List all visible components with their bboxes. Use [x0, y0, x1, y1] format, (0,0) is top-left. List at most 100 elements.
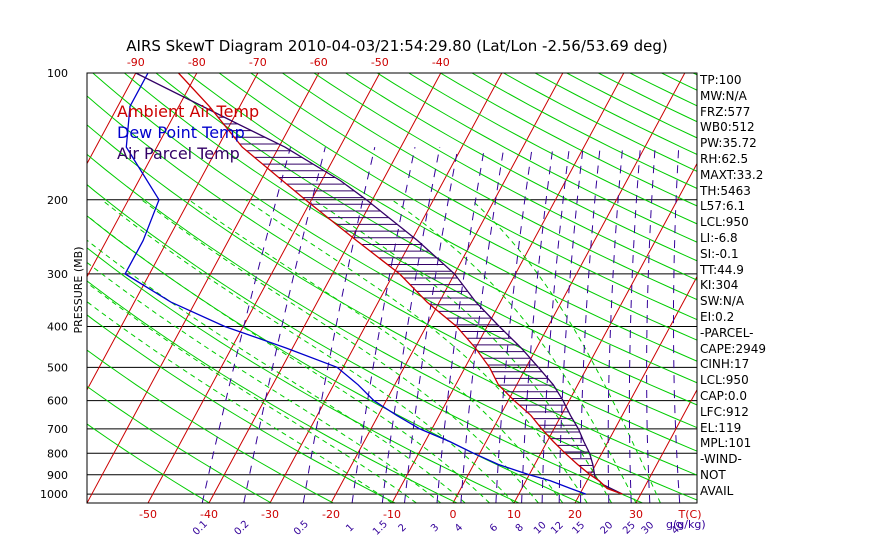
isotherm [208, 73, 442, 503]
cape-hatch-layer [218, 116, 595, 473]
moist-adiabat [141, 199, 539, 503]
dry-adiabat [218, 73, 697, 341]
stat-item: SI:-0.1 [700, 246, 739, 261]
mixing-ratio-label: g(g/kg) [666, 518, 706, 531]
isotherm [0, 73, 14, 503]
dry-adiabat [155, 73, 697, 384]
dry-adiabat [87, 280, 458, 503]
bottom-temp-tick: -40 [200, 508, 218, 521]
bottom-temp-tick: 30 [629, 508, 643, 521]
pressure-tick-500: 500 [47, 361, 68, 374]
isotherm [0, 73, 75, 503]
dry-adiabat [87, 423, 210, 503]
pressure-tick-300: 300 [47, 268, 68, 281]
bottom-temp-tick: -30 [261, 508, 279, 521]
stats-panel: TP:100 MW:N/A FRZ:577 WB0:512 PW:35.72 RH:62.… [700, 73, 780, 500]
mixing-ratio-tick: 4 [453, 522, 465, 534]
pressure-tick-900: 900 [47, 469, 68, 482]
moist-adiabat [87, 214, 490, 503]
isotherm [330, 73, 564, 503]
stat-item: WB0:512 [700, 120, 755, 135]
moist-adiabat [87, 301, 393, 503]
mixing-ratio-tick: 10 [532, 520, 549, 537]
stat-item: -WIND- [700, 452, 742, 467]
bottom-temp-tick: -10 [383, 508, 401, 521]
dry-adiabat [313, 73, 697, 281]
dry-adiabat [87, 349, 334, 503]
moist-adiabat [87, 261, 442, 503]
pressure-tick-700: 700 [47, 423, 68, 436]
stat-item: NOT [700, 467, 726, 482]
mixing-ratio-line [521, 147, 554, 503]
mixing-ratio-line [381, 147, 441, 503]
isotherm [391, 73, 625, 503]
dry-adiabat [187, 73, 697, 362]
moist-adiabat [391, 199, 637, 503]
isotherm [574, 275, 697, 503]
mixing-ratio-tick: 0.5 [292, 519, 311, 538]
legend-dewpoint: Dew Point Temp [117, 123, 245, 142]
mixing-ratio-line [628, 147, 641, 503]
bottom-temp-tick: -20 [322, 508, 340, 521]
pressure-tick-400: 400 [47, 321, 68, 334]
stat-item: TP:100 [700, 73, 742, 87]
top-temp-tick: -60 [310, 56, 328, 69]
dry-adiabat [408, 73, 697, 225]
moist-adiabat [87, 239, 466, 503]
dry-adiabat [282, 73, 697, 301]
isotherm [635, 388, 697, 503]
stat-item: CINH:17 [700, 357, 750, 372]
isotherm [87, 73, 198, 278]
stat-item: L57:6.1 [700, 199, 746, 214]
stat-item: EI:0.2 [700, 309, 735, 324]
dry-adiabat [250, 73, 697, 321]
mixing-ratio-tick: 30 [640, 520, 657, 537]
ambient-temp-line [178, 73, 623, 495]
mixing-ratio-tick: 6 [488, 522, 500, 534]
dry-adiabat [124, 73, 697, 406]
stat-item: LCL:950 [700, 373, 749, 388]
moist-adiabat [101, 199, 515, 503]
stat-item: AVAIL [700, 483, 734, 498]
dry-adiabat [87, 95, 697, 452]
dry-adiabat [87, 314, 396, 503]
isotherm [87, 73, 259, 391]
mixing-ratio-line [243, 146, 326, 503]
bottom-temp-tick: 20 [568, 508, 582, 521]
bottom-temp-tick: -50 [139, 508, 157, 521]
stat-item: LFC:912 [700, 404, 749, 419]
stat-item: RH:62.5 [700, 151, 749, 166]
moist-adiabat [188, 199, 564, 503]
stat-item: EL:119 [700, 420, 742, 435]
pressure-tick-200: 200 [47, 194, 68, 207]
top-temp-tick: -40 [432, 56, 450, 69]
stat-item: CAPE:2949 [700, 341, 766, 356]
isotherm [269, 73, 503, 503]
dry-adiabat [345, 73, 697, 262]
dry-adiabat [87, 124, 697, 476]
mixing-ratio-line [580, 147, 601, 503]
mixing-ratio-tick: 20 [599, 520, 616, 537]
stat-item: MW:N/A [700, 88, 747, 103]
dry-adiabat [376, 73, 697, 243]
stat-item: SW:N/A [700, 294, 745, 309]
dry-adiabat [87, 385, 272, 503]
moist-adiabat [471, 199, 661, 503]
dry-adiabat [534, 73, 697, 155]
dry-adiabat [87, 247, 520, 503]
mixing-ratio-tick: 25 [621, 520, 638, 537]
mixing-ratio-tick: 8 [514, 522, 526, 534]
mixing-ratio-line [351, 146, 416, 503]
stat-item: TH:5463 [700, 183, 751, 198]
mixing-ratio-line [404, 147, 459, 503]
stat-item: MAXT:33.2 [700, 167, 764, 182]
series-layer [124, 73, 623, 495]
stat-item: LCL:950 [700, 215, 749, 230]
dry-adiabat [92, 73, 697, 429]
mixing-ratio-line [646, 147, 656, 503]
pressure-tick-1000: 1000 [40, 488, 68, 501]
y-axis-label: PRESSURE (MB) [72, 247, 85, 334]
mixing-ratio-tick: 1.5 [371, 519, 390, 538]
mixing-ratio-tick: 2 [397, 522, 409, 534]
dry-adiabat [440, 73, 697, 207]
